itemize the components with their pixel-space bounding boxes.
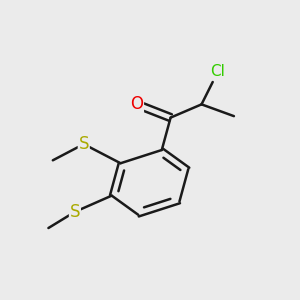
Text: O: O <box>130 95 143 113</box>
Text: S: S <box>79 135 89 153</box>
Text: Cl: Cl <box>210 64 225 80</box>
Text: S: S <box>70 203 80 221</box>
